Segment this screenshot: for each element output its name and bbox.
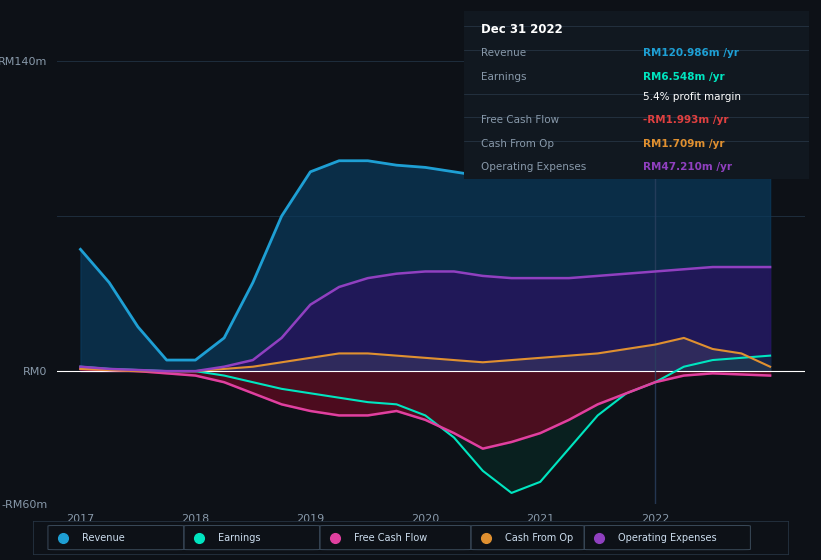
Text: Earnings: Earnings bbox=[481, 72, 526, 82]
Text: RM6.548m /yr: RM6.548m /yr bbox=[643, 72, 725, 82]
Text: Free Cash Flow: Free Cash Flow bbox=[354, 533, 427, 543]
Text: RM120.986m /yr: RM120.986m /yr bbox=[643, 48, 739, 58]
Text: Revenue: Revenue bbox=[481, 48, 526, 58]
Text: Revenue: Revenue bbox=[82, 533, 125, 543]
Text: Free Cash Flow: Free Cash Flow bbox=[481, 115, 559, 125]
Text: Cash From Op: Cash From Op bbox=[505, 533, 573, 543]
Text: -RM1.993m /yr: -RM1.993m /yr bbox=[643, 115, 729, 125]
Text: RM47.210m /yr: RM47.210m /yr bbox=[643, 162, 732, 172]
Text: RM1.709m /yr: RM1.709m /yr bbox=[643, 139, 725, 149]
Text: Earnings: Earnings bbox=[218, 533, 260, 543]
Text: Cash From Op: Cash From Op bbox=[481, 139, 554, 149]
Text: Operating Expenses: Operating Expenses bbox=[618, 533, 717, 543]
Text: Operating Expenses: Operating Expenses bbox=[481, 162, 586, 172]
Text: Dec 31 2022: Dec 31 2022 bbox=[481, 23, 563, 36]
Text: 5.4% profit margin: 5.4% profit margin bbox=[643, 92, 741, 102]
